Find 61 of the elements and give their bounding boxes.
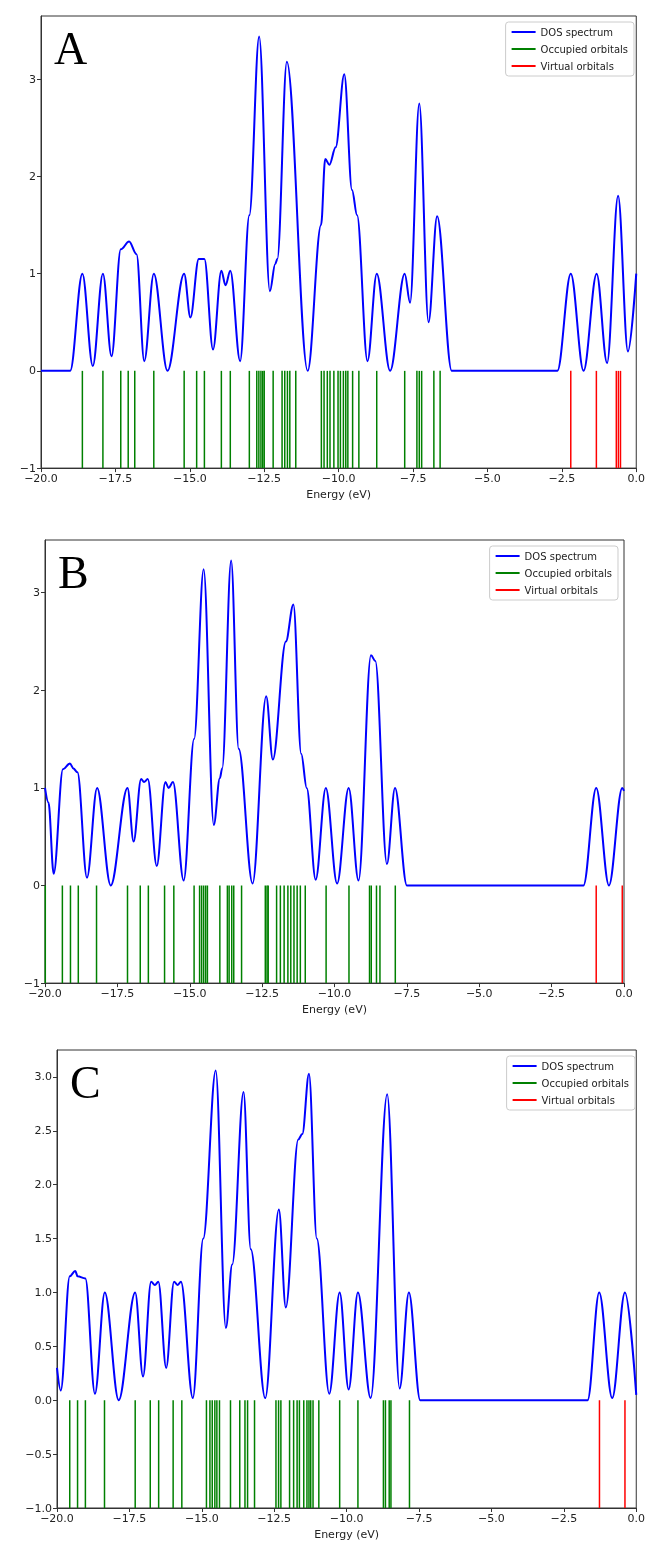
y-tick-label: 0 (29, 364, 36, 378)
legend-label: Occupied orbitals (540, 43, 628, 55)
x-tick-label: −10.0 (329, 1512, 364, 1525)
y-tick-label: 3 (29, 72, 36, 86)
y-tick-label: 0 (33, 879, 40, 892)
x-tick-label: −15.0 (172, 472, 207, 486)
x-tick-label: −5.0 (478, 1512, 505, 1525)
x-tick-label: −5.0 (474, 472, 501, 486)
y-tick-label: −1.0 (25, 1501, 52, 1515)
legend-label: Occupied orbitals (541, 1077, 629, 1089)
x-tick-label: −17.5 (112, 1512, 147, 1525)
y-tick-label: 0.0 (34, 1393, 52, 1407)
y-tick-label: 1 (33, 781, 40, 795)
x-tick-label: −12.5 (245, 987, 279, 1001)
x-tick-label: −7.5 (405, 1512, 433, 1525)
legend-label: Virtual orbitals (541, 1094, 615, 1106)
y-tick-label: 2 (33, 683, 40, 697)
y-tick-label: 2.5 (34, 1124, 52, 1138)
x-tick-label: −20.0 (24, 472, 58, 486)
x-tick-label: −15.0 (172, 987, 207, 1001)
y-tick-label: 2.0 (34, 1178, 52, 1192)
x-tick-label: −7.5 (399, 472, 427, 486)
chart-title: A (54, 22, 88, 74)
legend-label: DOS spectrum (524, 550, 598, 562)
x-tick-label: −15.0 (184, 1512, 219, 1525)
x-axis-title: Energy (eV) (306, 488, 372, 501)
legend-label: Virtual orbitals (540, 60, 614, 72)
legend-label: DOS spectrum (541, 1060, 615, 1072)
y-tick-label: −1 (23, 976, 40, 990)
x-tick-label: −7.5 (393, 987, 421, 1001)
x-tick-label: −10.0 (321, 472, 356, 486)
y-tick-label: 1.0 (34, 1285, 52, 1299)
legend-label: Occupied orbitals (524, 567, 612, 579)
y-tick-label: −1 (19, 461, 36, 475)
x-tick-label: −2.5 (538, 987, 565, 1001)
x-tick-label: −20.0 (40, 1512, 74, 1525)
x-tick-label: −2.5 (550, 1512, 578, 1525)
y-tick-label: −0.5 (25, 1447, 52, 1461)
x-tick-label: −2.5 (548, 472, 576, 486)
x-tick-label: −12.5 (247, 472, 282, 486)
x-tick-label: −5.0 (465, 987, 493, 1001)
x-axis-title: Energy (eV) (314, 1527, 380, 1541)
legend-label: DOS spectrum (540, 26, 614, 38)
x-tick-label: −10.0 (317, 987, 352, 1001)
x-tick-label: 0.0 (627, 1512, 645, 1525)
y-tick-label: 3 (33, 586, 40, 600)
y-tick-label: 2 (29, 169, 36, 183)
y-tick-label: 1.5 (34, 1232, 52, 1246)
x-tick-label: 0.0 (615, 987, 633, 1001)
legend-label: Virtual orbitals (524, 584, 598, 596)
y-tick-label: 0.5 (34, 1339, 52, 1353)
x-tick-label: 0.0 (627, 472, 645, 486)
y-tick-label: 1 (29, 267, 36, 281)
x-axis-title: Energy (eV) (302, 1003, 367, 1016)
y-tick-label: 3.0 (34, 1070, 52, 1084)
x-tick-label: −17.5 (98, 472, 133, 486)
chart-title: B (58, 546, 89, 598)
x-tick-label: −12.5 (257, 1512, 292, 1525)
chart-title: C (70, 1056, 101, 1108)
x-tick-label: −17.5 (100, 987, 135, 1001)
x-tick-label: −20.0 (28, 987, 62, 1001)
